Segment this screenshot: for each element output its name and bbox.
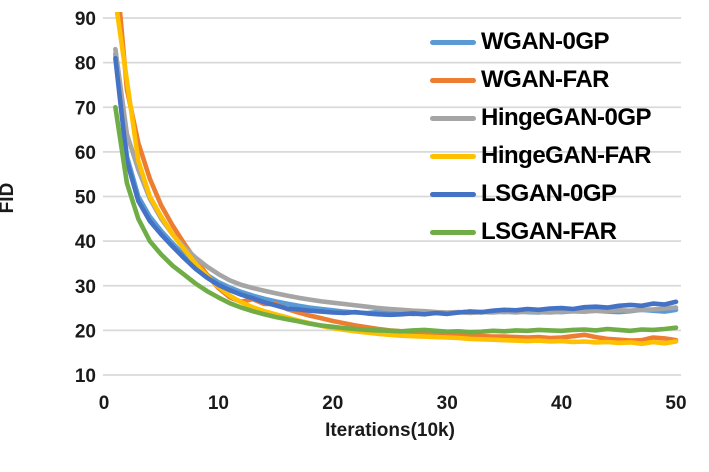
x-tick-label: 40 <box>551 393 572 414</box>
y-tick-label: 40 <box>75 232 96 253</box>
x-tick-label: 0 <box>99 393 110 414</box>
x-tick-label: 30 <box>437 393 458 414</box>
y-axis-title: FID <box>0 182 18 214</box>
legend-swatch-LSGAN-0GP <box>430 191 476 197</box>
legend-item-LSGAN-0GP: LSGAN-0GP <box>430 179 617 209</box>
legend-swatch-LSGAN-FAR <box>430 229 476 235</box>
y-axis-tick-labels: 90 80 70 60 50 40 30 20 10 <box>75 9 96 387</box>
legend-item-WGAN-0GP: WGAN-0GP <box>430 27 610 57</box>
y-tick-label: 60 <box>75 143 96 164</box>
series-line-HingeGAN-0GP <box>113 46 679 316</box>
legend-label: HingeGAN-0GP <box>481 104 652 131</box>
y-tick-label: 10 <box>75 366 96 387</box>
series-line-LSGAN-0GP <box>113 55 679 318</box>
legend-label: LSGAN-0GP <box>481 180 617 207</box>
series-lines <box>113 12 679 347</box>
y-tick-label: 80 <box>75 54 96 75</box>
y-tick-label: 90 <box>75 9 96 30</box>
legend-item-HingeGAN-FAR: HingeGAN-FAR <box>430 141 652 171</box>
legend-item-WGAN-FAR: WGAN-FAR <box>430 65 609 95</box>
legend-label: WGAN-FAR <box>481 66 609 93</box>
legend-label: HingeGAN-FAR <box>481 142 652 169</box>
legend-swatch-HingeGAN-0GP <box>430 115 476 121</box>
y-tick-label: 50 <box>75 188 96 209</box>
legend-label: LSGAN-FAR <box>481 218 617 245</box>
series-line-LSGAN-FAR <box>113 105 679 335</box>
legend-swatch-WGAN-0GP <box>430 39 476 45</box>
x-tick-label: 10 <box>208 393 229 414</box>
legend-label: WGAN-0GP <box>481 28 610 55</box>
legend-swatch-WGAN-FAR <box>430 77 476 83</box>
y-tick-label: 70 <box>75 98 96 119</box>
x-axis-title: Iterations(10k) <box>325 420 455 441</box>
x-axis-tick-labels: 0 10 20 30 40 50 <box>99 393 687 414</box>
legend-swatch-HingeGAN-FAR <box>430 153 476 159</box>
x-tick-label: 20 <box>322 393 343 414</box>
legend-item-HingeGAN-0GP: HingeGAN-0GP <box>430 103 652 133</box>
y-tick-label: 30 <box>75 277 96 298</box>
y-tick-label: 20 <box>75 321 96 342</box>
x-tick-label: 50 <box>665 393 686 414</box>
legend-item-LSGAN-FAR: LSGAN-FAR <box>430 217 617 247</box>
